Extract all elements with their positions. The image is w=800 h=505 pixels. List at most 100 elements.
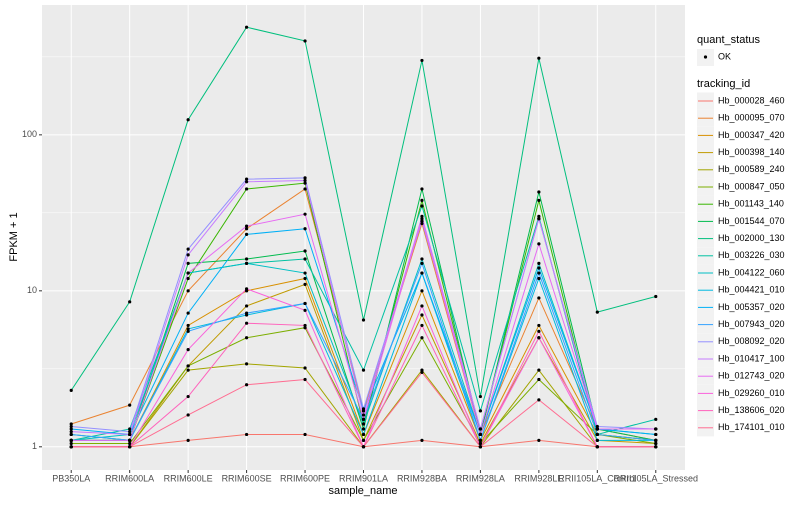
data-point <box>303 308 307 312</box>
x-tick-label: RRII105LA_Stressed <box>613 473 698 483</box>
data-point <box>361 427 366 431</box>
data-point <box>303 301 307 306</box>
data-point <box>244 383 249 387</box>
data-point <box>537 266 541 270</box>
data-point <box>186 253 190 257</box>
data-point <box>420 323 424 328</box>
data-point <box>420 438 424 442</box>
x-tick-label: RRIM600LA <box>105 473 154 483</box>
data-point <box>186 261 190 265</box>
data-point <box>537 271 541 275</box>
legend-label: Hb_138606_020 <box>718 405 785 415</box>
data-point <box>537 296 541 300</box>
data-point <box>420 219 424 223</box>
data-point <box>654 427 658 431</box>
y-axis-title: FPKM + 1 <box>8 212 20 261</box>
legend-label: Hb_005357_020 <box>718 302 785 312</box>
legend-label: Hb_004122_060 <box>718 267 785 277</box>
data-point <box>303 39 307 43</box>
legend-title: quant_status <box>697 34 760 46</box>
legend-label: OK <box>718 51 731 61</box>
data-point <box>69 445 73 449</box>
data-point <box>537 190 541 194</box>
data-point <box>303 257 307 261</box>
y-tick-label: 1 <box>32 441 37 451</box>
x-tick-label: PB350LA <box>52 473 90 483</box>
data-point <box>303 326 307 330</box>
data-point <box>186 368 190 372</box>
data-point <box>69 438 73 442</box>
data-point <box>654 294 658 299</box>
legend-label: Hb_000095_070 <box>718 113 785 123</box>
data-point <box>186 311 190 315</box>
legend-label: Hb_000847_050 <box>718 181 785 191</box>
legend-label: Hb_000347_420 <box>718 130 785 140</box>
data-point <box>537 214 541 219</box>
data-point <box>244 321 249 325</box>
data-point <box>595 432 599 437</box>
x-axis-title: sample_name <box>328 485 397 497</box>
data-point <box>186 327 190 331</box>
legend-label: Hb_004421_010 <box>718 285 785 295</box>
data-point <box>537 56 541 60</box>
data-point <box>595 427 599 431</box>
data-point <box>595 445 599 449</box>
data-point <box>420 370 424 374</box>
data-point <box>303 227 307 231</box>
data-point <box>361 438 366 442</box>
legend-label: Hb_000028_460 <box>718 95 785 105</box>
data-point <box>303 323 307 328</box>
x-tick-label: RRIM600SE <box>222 473 272 483</box>
data-point <box>303 212 307 216</box>
data-point <box>537 276 541 281</box>
data-point <box>128 300 132 304</box>
data-point <box>420 289 424 293</box>
data-point <box>478 409 483 413</box>
data-point <box>186 118 190 122</box>
data-point <box>244 25 249 29</box>
data-point <box>303 282 307 286</box>
data-point <box>303 276 307 281</box>
data-point <box>420 304 424 308</box>
data-point <box>478 427 483 431</box>
data-point <box>537 438 541 442</box>
data-point <box>303 249 307 253</box>
data-point <box>654 445 658 449</box>
data-point <box>303 181 307 185</box>
data-point <box>128 403 132 407</box>
data-point <box>420 261 424 265</box>
data-point <box>595 438 599 442</box>
data-point <box>420 217 424 221</box>
data-point <box>244 232 249 237</box>
data-point <box>244 177 249 181</box>
legend-label: Hb_000589_240 <box>718 164 785 174</box>
legend-point <box>703 55 708 59</box>
y-tick-label: 10 <box>27 285 37 295</box>
data-point <box>478 394 483 399</box>
data-point <box>244 180 249 184</box>
data-point <box>244 304 249 308</box>
legend-label: Hb_001544_070 <box>718 216 785 226</box>
data-point <box>244 336 249 340</box>
data-point <box>244 362 249 366</box>
data-point <box>186 276 190 281</box>
data-point <box>128 441 132 446</box>
data-point <box>128 438 132 442</box>
data-point <box>244 257 249 261</box>
x-tick-label: RRII105LA_Control <box>558 473 636 483</box>
data-point <box>420 214 424 219</box>
data-point <box>537 217 541 221</box>
data-point <box>244 224 249 228</box>
data-point <box>303 377 307 382</box>
data-point <box>654 438 658 442</box>
data-point <box>361 422 366 426</box>
data-point <box>303 366 307 370</box>
y-tick-label: 100 <box>22 129 37 139</box>
grid <box>42 5 685 470</box>
data-point <box>186 323 190 328</box>
legend-label: Hb_007943_020 <box>718 319 785 329</box>
data-point <box>420 187 424 191</box>
data-point <box>303 432 307 437</box>
data-point <box>69 422 73 426</box>
